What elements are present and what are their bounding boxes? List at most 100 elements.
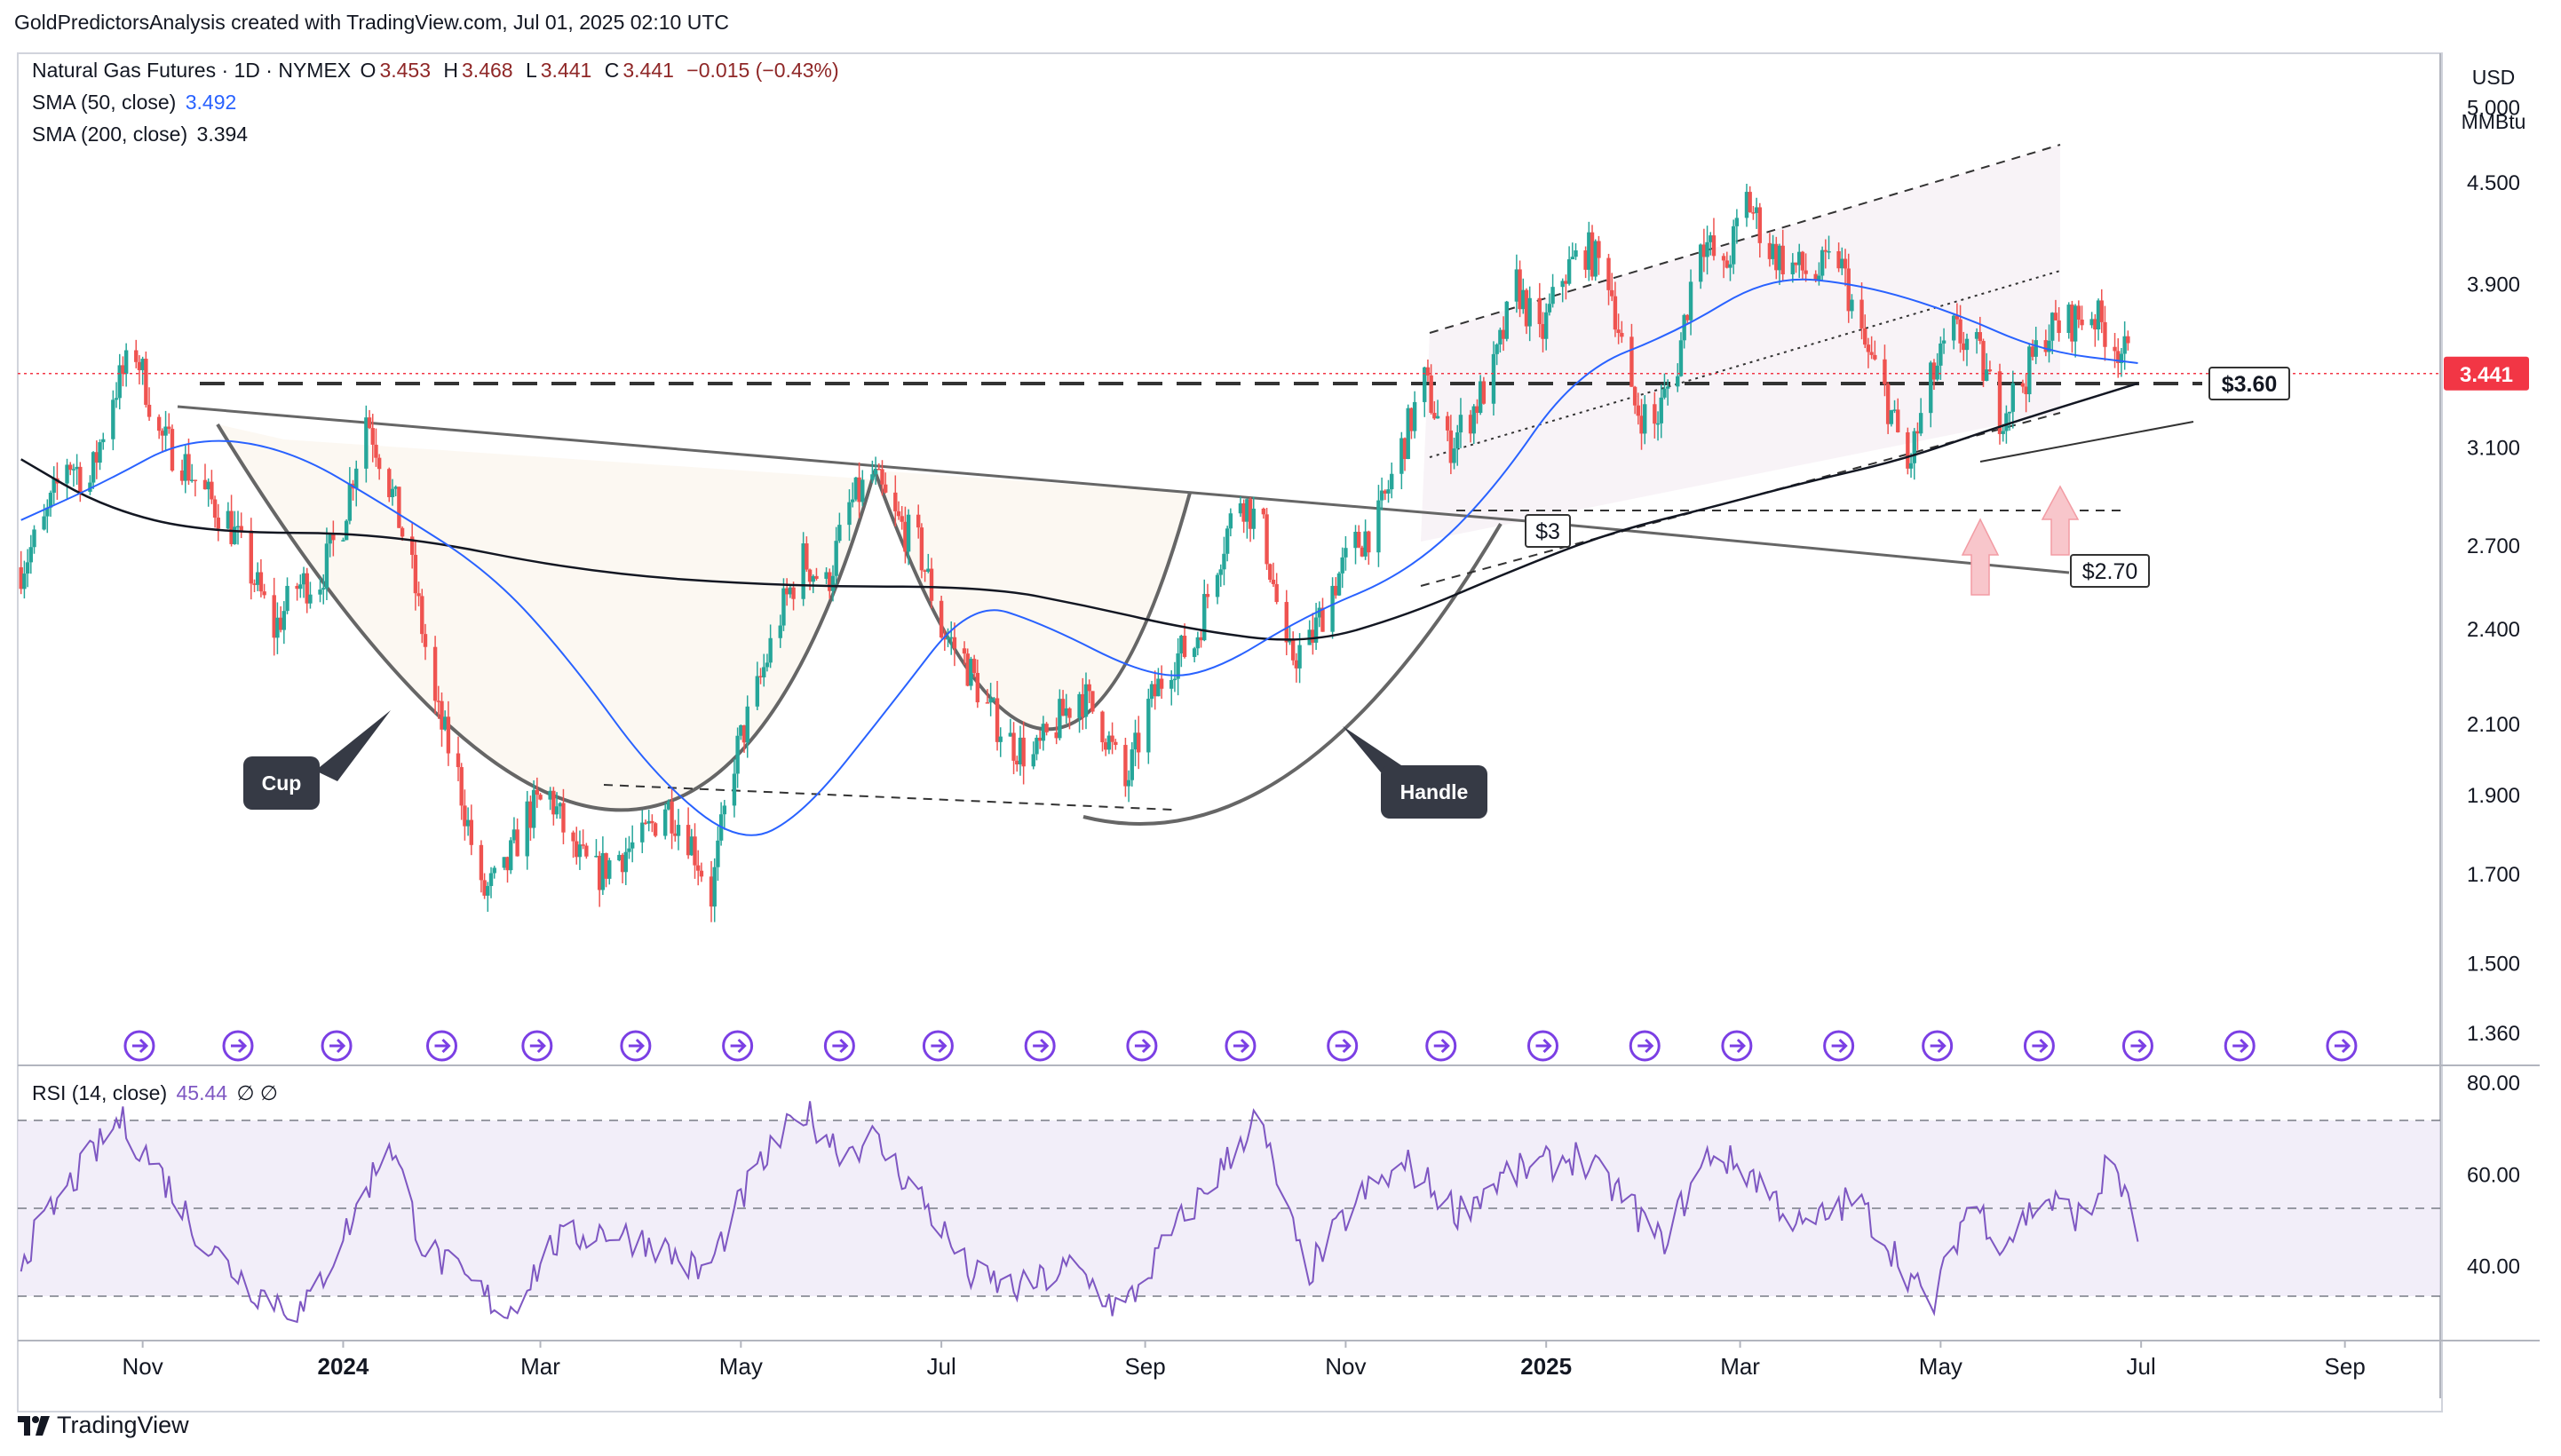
candle: [2076, 300, 2081, 328]
candle-body: [732, 773, 737, 806]
candle-body: [722, 805, 727, 815]
cup-callout[interactable]: Cup: [243, 710, 391, 810]
candle: [19, 550, 23, 595]
event-marker-icon[interactable]: [722, 1030, 754, 1062]
candle: [1353, 525, 1358, 565]
time-tick-label: Nov: [1325, 1353, 1366, 1380]
event-marker-icon[interactable]: [2326, 1030, 2358, 1062]
event-arrow: [1335, 1038, 1352, 1054]
event-marker-icon[interactable]: [222, 1030, 254, 1062]
candle: [216, 503, 220, 542]
event-marker-icon[interactable]: [1922, 1030, 1954, 1062]
candle-body: [1311, 629, 1315, 643]
candle-body: [1268, 564, 1273, 580]
candle: [1574, 243, 1578, 260]
event-marker-icon[interactable]: [123, 1030, 155, 1062]
handle-callout-box: [1381, 765, 1487, 819]
candle: [814, 567, 819, 581]
event-marker-icon[interactable]: [1327, 1030, 1359, 1062]
candle-body: [1435, 415, 1440, 419]
candle-body: [992, 698, 996, 700]
event-marker-icon[interactable]: [321, 1030, 353, 1062]
candle: [1452, 437, 1456, 470]
candle: [2113, 332, 2117, 368]
event-marker-icon[interactable]: [521, 1030, 553, 1062]
event-marker-icon[interactable]: [1629, 1030, 1661, 1062]
candle-body: [344, 520, 349, 541]
candle: [1317, 601, 1321, 628]
event-marker-icon[interactable]: [1024, 1030, 1056, 1062]
candle-body: [1271, 579, 1276, 584]
candle-body: [1409, 408, 1414, 431]
event-marker-icon[interactable]: [620, 1030, 652, 1062]
event-marker-icon[interactable]: [1225, 1030, 1257, 1062]
candle-body: [837, 525, 842, 542]
candle: [604, 852, 608, 888]
annotation-3[interactable]: $3: [1525, 514, 1571, 548]
candle: [1320, 597, 1325, 632]
event-markers[interactable]: [123, 1030, 2358, 1062]
candle: [347, 467, 353, 525]
candle-body: [78, 466, 83, 492]
event-marker-icon[interactable]: [1425, 1030, 1457, 1062]
rsi-extra: ∅ ∅: [236, 1081, 278, 1104]
event-marker-icon[interactable]: [2224, 1030, 2256, 1062]
annotation-360[interactable]: $3.60: [2208, 367, 2290, 400]
candle: [1866, 337, 1871, 368]
event-arrow: [1535, 1038, 1552, 1054]
candle: [942, 629, 947, 652]
candle: [1251, 496, 1256, 540]
candle: [1728, 255, 1732, 281]
candle-body: [52, 478, 56, 493]
candle-body: [440, 700, 444, 730]
candle-body: [919, 527, 924, 571]
event-marker-icon[interactable]: [823, 1030, 855, 1062]
candle-body: [1964, 338, 1970, 351]
candle-body: [2116, 351, 2121, 363]
candle-body: [423, 634, 428, 647]
candle: [1685, 313, 1690, 324]
candle-body: [670, 801, 674, 834]
candle: [397, 487, 401, 528]
event-marker-icon[interactable]: [2121, 1030, 2153, 1062]
candle: [1425, 359, 1431, 382]
candle-body: [488, 873, 494, 886]
event-marker-icon[interactable]: [922, 1030, 954, 1062]
candle-body: [28, 547, 34, 563]
candle-body: [1399, 438, 1404, 474]
event-marker-icon[interactable]: [1526, 1030, 1558, 1062]
candle-body: [1987, 369, 1993, 372]
candle-body: [1939, 343, 1943, 366]
candle-body: [1156, 678, 1161, 697]
tradingview-logo[interactable]: TradingView: [18, 1412, 189, 1439]
candle: [1041, 716, 1046, 751]
event-marker-icon[interactable]: [425, 1030, 457, 1062]
candle-body: [226, 510, 231, 529]
candle-body: [1495, 344, 1499, 354]
candle: [423, 623, 428, 661]
candle-body: [206, 481, 210, 490]
event-arrow: [931, 1038, 947, 1054]
candle-body: [814, 575, 819, 579]
rsi-tick-label: 80.00: [2467, 1072, 2520, 1096]
candle: [1974, 328, 1979, 354]
time-axis[interactable]: Nov 2024 Mar May Jul Sep Nov 2025 Mar May Jul Sep: [123, 1341, 2366, 1380]
candle: [68, 462, 73, 476]
event-marker-icon[interactable]: [2023, 1030, 2055, 1062]
candle: [873, 456, 878, 485]
price-axis[interactable]: USD MMBtu 5.000 4.500 3.900 3.100 2.700 2.400…: [2462, 66, 2526, 1046]
candle-body: [1629, 336, 1634, 387]
candle: [2050, 312, 2055, 354]
event-marker-icon[interactable]: [1126, 1030, 1158, 1062]
candle: [1655, 411, 1661, 441]
candle: [1367, 530, 1371, 566]
event-marker-icon[interactable]: [1823, 1030, 1855, 1062]
candle: [1560, 278, 1565, 303]
event-marker-icon[interactable]: [1721, 1030, 1753, 1062]
candle-body: [1896, 409, 1900, 432]
candle: [965, 648, 970, 687]
handle-callout[interactable]: Handle: [1343, 726, 1487, 819]
candle-body: [1997, 371, 2002, 434]
annotation-270[interactable]: $2.70: [2070, 554, 2150, 588]
